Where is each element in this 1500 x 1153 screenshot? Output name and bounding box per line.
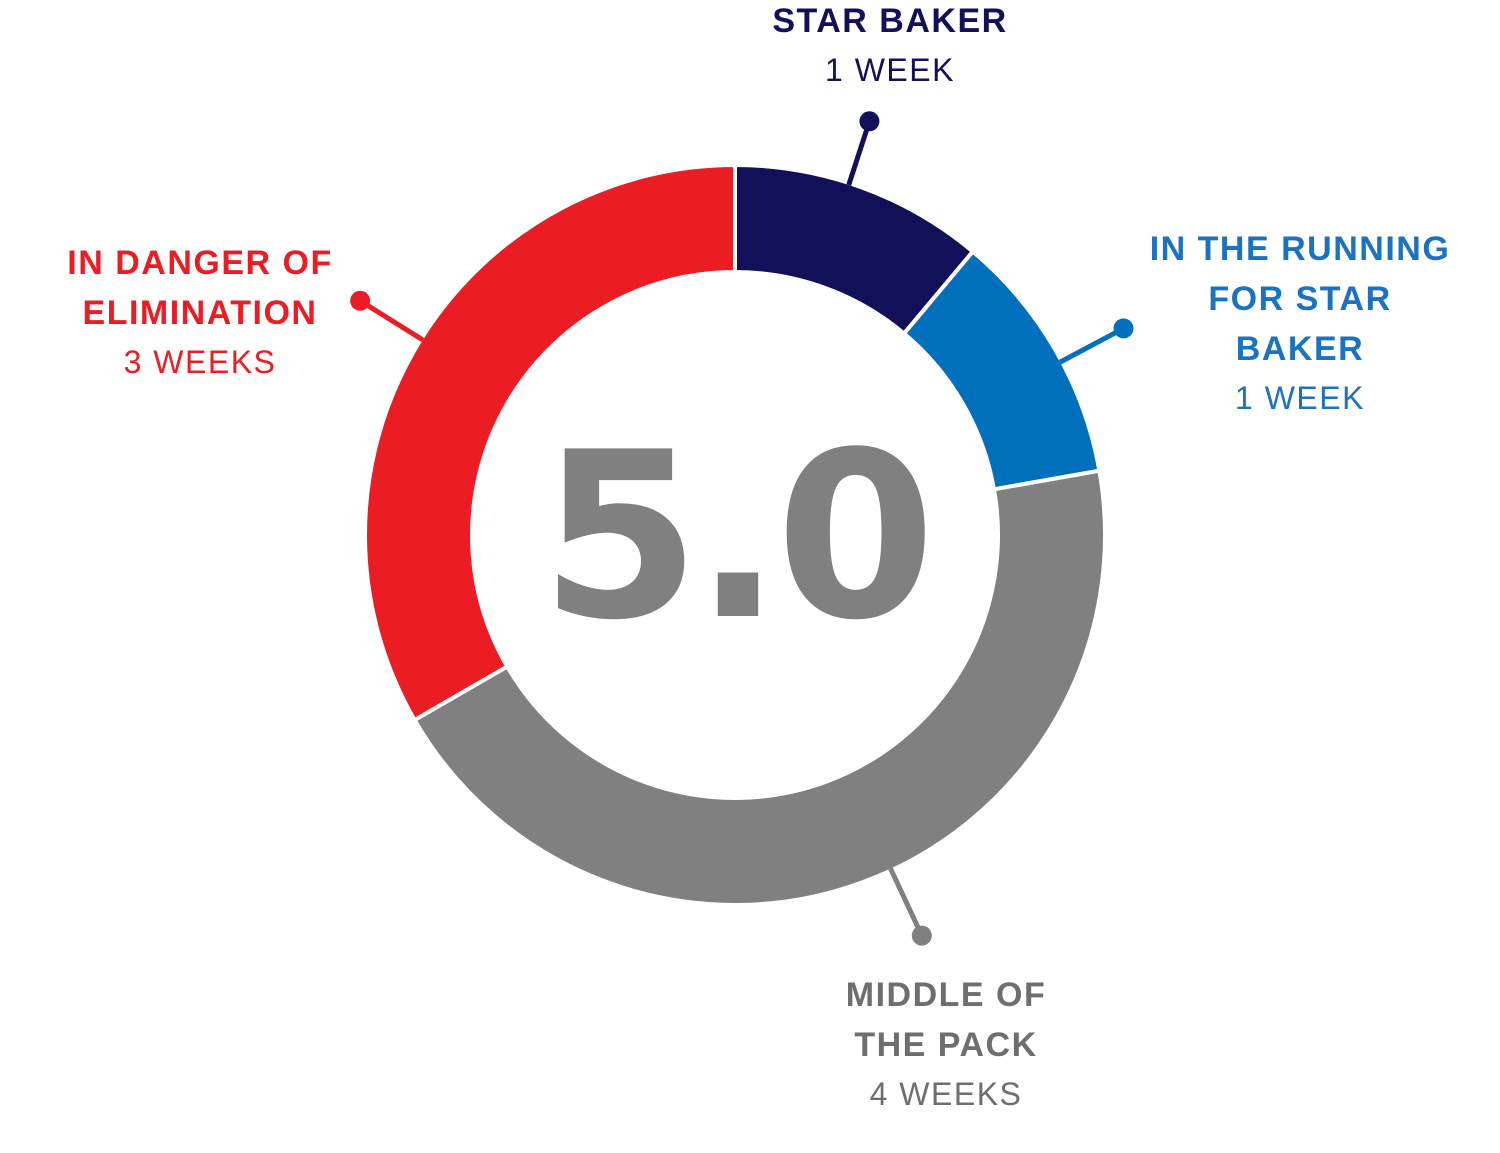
label-star-baker-weeks: 1 WEEK [825, 52, 955, 88]
label-in-the-running-weeks: 1 WEEK [1235, 380, 1365, 416]
leader-dot-star-baker [859, 111, 880, 132]
label-in-danger-weeks: 3 WEEKS [123, 344, 277, 380]
label-middle-of-pack-weeks: 4 WEEKS [869, 1076, 1023, 1112]
label-middle-of-pack: MIDDLE OF THE PACK 4 WEEKS [796, 970, 1096, 1118]
center-score: 5.0 [540, 404, 935, 671]
label-in-the-running-name-line2: FOR STAR BAKER [1208, 280, 1392, 368]
label-star-baker-name: STAR BAKER [772, 2, 1008, 40]
label-in-danger-name-line2: ELIMINATION [82, 294, 318, 332]
leader-dot-middle-of-pack [911, 925, 932, 946]
leader-line-middle-of-pack [888, 867, 925, 937]
leader-dot-in-danger [350, 290, 371, 311]
label-star-baker: STAR BAKER 1 WEEK [740, 0, 1040, 94]
slices-group [363, 162, 1107, 907]
label-middle-of-pack-name-line1: MIDDLE OF [845, 976, 1047, 1014]
leader-lines-group [350, 111, 1134, 946]
leader-line-star-baker [846, 120, 872, 186]
label-middle-of-pack-name-line2: THE PACK [854, 1026, 1038, 1064]
slice-middle-of-pack [411, 468, 1107, 907]
leader-dot-in-the-running [1113, 318, 1134, 339]
label-in-the-running-name-line1: IN THE RUNNING [1149, 230, 1451, 268]
label-in-danger: IN DANGER OF ELIMINATION 3 WEEKS [50, 238, 350, 386]
leader-line-in-the-running [1058, 326, 1125, 365]
slice-in-danger [363, 162, 737, 723]
leader-line-in-danger [358, 298, 425, 343]
label-in-danger-name-line1: IN DANGER OF [67, 244, 333, 282]
label-in-the-running: IN THE RUNNING FOR STAR BAKER 1 WEEK [1140, 224, 1460, 422]
